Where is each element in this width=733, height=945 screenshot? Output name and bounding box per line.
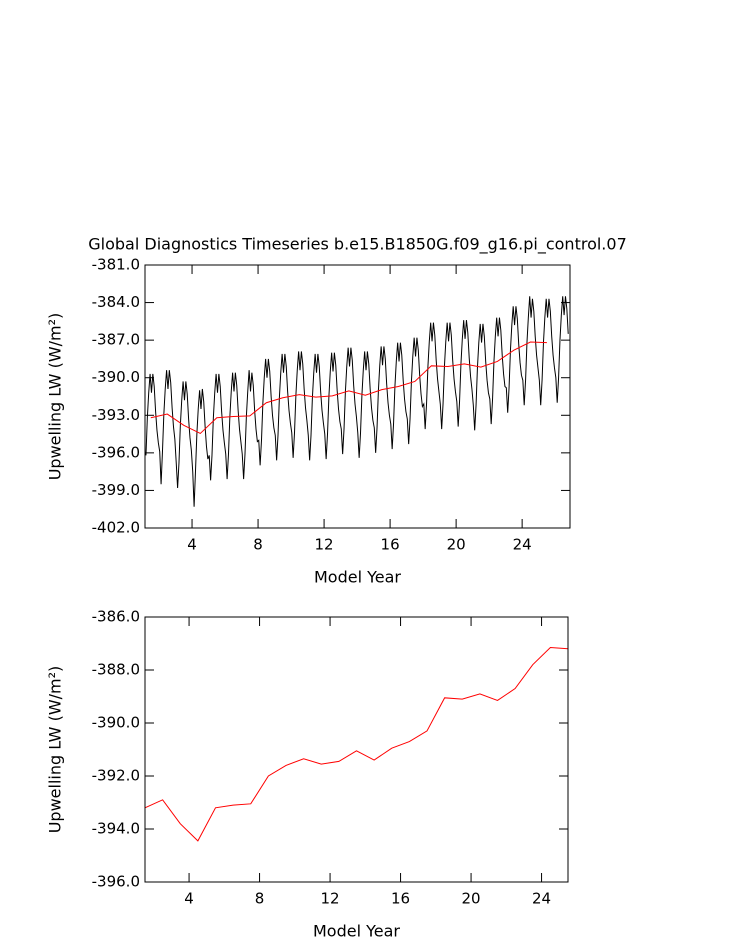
x-tick-label: 20 — [447, 536, 466, 554]
x-tick-label: 8 — [253, 536, 263, 554]
y-tick-label: -384.0 — [92, 293, 140, 311]
x-tick-label: 16 — [391, 890, 410, 908]
x-tick-label: 20 — [462, 890, 481, 908]
x-axis-label: Model Year — [314, 568, 401, 587]
plot-frame — [144, 616, 569, 883]
x-tick-label: 4 — [187, 536, 197, 554]
y-tick-label: -399.0 — [92, 481, 140, 499]
y-tick-label: -394.0 — [92, 820, 140, 838]
y-tick-label: -396.0 — [92, 873, 140, 891]
x-tick-label: 12 — [315, 536, 334, 554]
y-tick-label: -381.0 — [92, 256, 140, 274]
x-tick-label: 8 — [255, 890, 265, 908]
y-tick-label: -392.0 — [92, 767, 140, 785]
y-tick-label: -393.0 — [92, 406, 140, 424]
y-tick-label: -390.0 — [92, 714, 140, 732]
y-tick-label: -388.0 — [92, 661, 140, 679]
x-tick-label: 24 — [532, 890, 551, 908]
y-tick-label: -396.0 — [92, 443, 140, 461]
chart-title: Global Diagnostics Timeseries b.e15.B185… — [88, 235, 627, 255]
x-tick-label: 24 — [513, 536, 532, 554]
y-axis-label: Upwelling LW (W/m²) — [46, 313, 65, 481]
data-line — [150, 341, 547, 435]
x-tick-label: 12 — [321, 890, 340, 908]
y-axis-label: Upwelling LW (W/m²) — [46, 666, 65, 834]
y-tick-label: -386.0 — [92, 608, 140, 626]
data-line — [145, 296, 569, 507]
data-line — [144, 646, 569, 842]
y-tick-label: -387.0 — [92, 331, 140, 349]
x-tick-label: 16 — [381, 536, 400, 554]
y-tick-label: -390.0 — [92, 368, 140, 386]
x-tick-label: 4 — [184, 890, 194, 908]
plot-frame — [144, 264, 571, 529]
y-tick-label: -402.0 — [92, 519, 140, 537]
x-axis-label: Model Year — [313, 922, 400, 941]
